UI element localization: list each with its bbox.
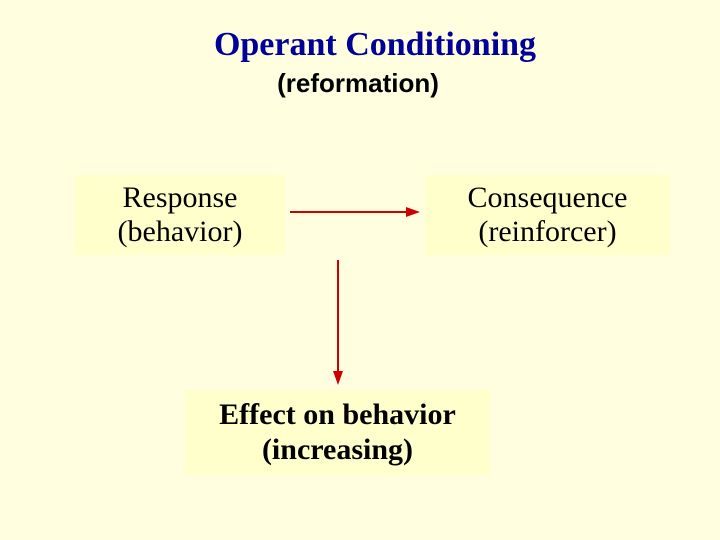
response-line1: Response [123,181,238,216]
response-line2: (behavior) [118,215,243,250]
arrow-response-to-consequence [274,196,436,228]
consequence-line2: (reinforcer) [478,215,616,250]
box-consequence: Consequence (reinforcer) [425,175,670,255]
consequence-line1: Consequence [468,181,628,216]
effect-line1: Effect on behavior [219,398,456,433]
effect-line2: (increasing) [262,433,413,468]
box-effect: Effect on behavior (increasing) [185,390,490,475]
slide-subtitle: (reformation) [277,68,439,99]
title-text: Operant Conditioning [214,26,536,63]
subtitle-text: (reformation) [277,68,439,98]
box-response: Response (behavior) [75,175,285,255]
slide-title: Operant Conditioning [214,26,536,64]
arrow-to-effect [322,244,354,401]
